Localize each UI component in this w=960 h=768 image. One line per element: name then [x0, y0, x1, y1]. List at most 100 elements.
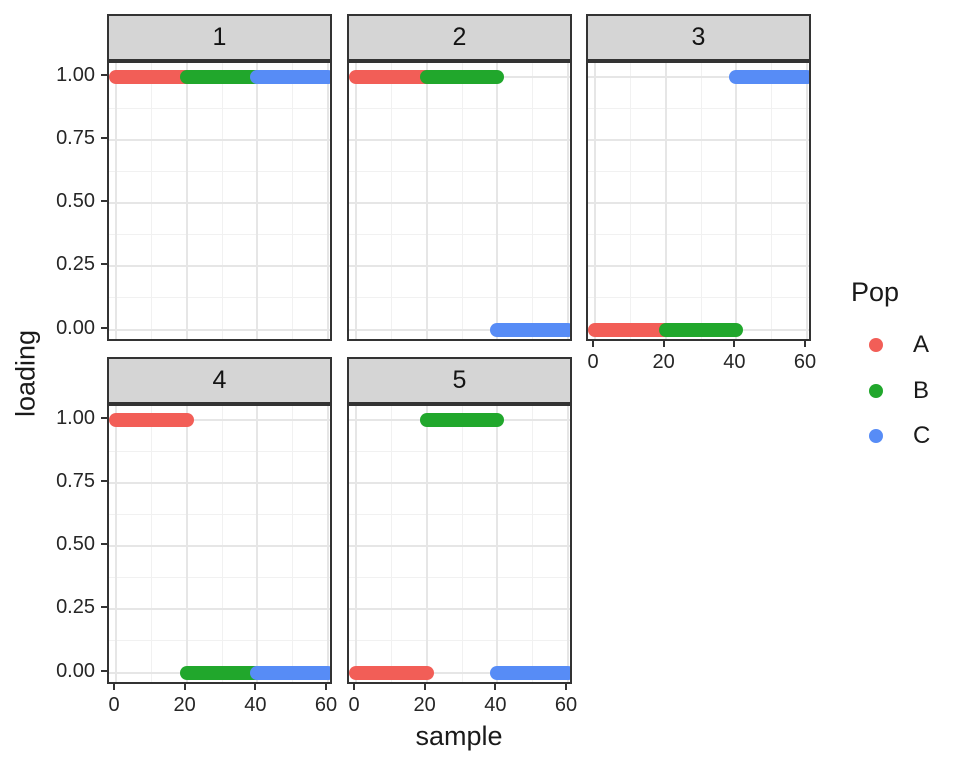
gridline-minor-h: [349, 577, 570, 579]
gridline-major-h: [349, 265, 570, 268]
gridline-minor-h: [349, 234, 570, 236]
x-tick: [113, 684, 115, 690]
y-tick: [101, 416, 107, 419]
gridline-major-v: [664, 63, 667, 339]
gridline-major-v: [496, 63, 499, 339]
gridline-major-v: [256, 406, 259, 682]
x-tick-label: 20: [173, 694, 196, 716]
gridline-minor-h: [109, 577, 330, 579]
points-run-pop-C: [250, 665, 330, 680]
facet-panel: [107, 404, 332, 684]
gridline-major-v: [185, 406, 188, 682]
x-tick-label: 60: [793, 351, 817, 373]
gridline-minor-h: [109, 640, 330, 642]
y-tick-label: 0.25: [56, 596, 95, 619]
gridline-major-h: [109, 138, 330, 141]
gridline-major-h: [349, 545, 570, 547]
facet-4: 4 1.00 0.75 0.50 0.25 0.00 0 20 40 60: [56, 357, 337, 715]
x-tick: [494, 684, 497, 690]
gridline-major-h: [349, 608, 570, 611]
facet-panel: [347, 61, 572, 341]
gridline-major-h: [109, 202, 330, 204]
gridline-major-v: [115, 406, 117, 682]
gridline-major-h: [109, 545, 330, 547]
gridline-minor-h: [588, 170, 809, 172]
x-tick: [183, 684, 186, 690]
facet-5: 5 0 20 40 60: [347, 357, 577, 715]
legend-item-A: A: [845, 322, 960, 368]
x-tick: [804, 341, 806, 347]
gridline-minor-h: [109, 297, 330, 299]
legend-dot-B: [869, 383, 883, 398]
y-tick-label: 1.00: [56, 63, 95, 86]
gridline-major-h: [109, 481, 330, 484]
x-tick-label: 20: [413, 694, 436, 716]
legend-title: Pop: [851, 277, 900, 307]
legend-dot-C: [869, 429, 883, 443]
y-tick: [101, 136, 107, 139]
facet-panel: [586, 61, 811, 341]
x-tick-label: 20: [652, 351, 675, 373]
gridline-minor-h: [109, 170, 330, 172]
x-tick: [353, 684, 355, 690]
x-tick-label: 60: [554, 694, 578, 716]
y-tick-label: 1.00: [56, 406, 95, 429]
gridline-major-h: [109, 265, 330, 268]
gridline-major-h: [588, 265, 809, 268]
points-run-pop-C: [250, 69, 330, 84]
legend-label-B: B: [913, 376, 930, 404]
gridline-minor-v: [150, 63, 152, 339]
y-tick: [101, 479, 107, 482]
gridline-minor-h: [588, 107, 809, 109]
x-tick-label: 40: [484, 694, 507, 716]
gridline-minor-h: [349, 513, 570, 515]
gridline-major-h: [349, 328, 570, 331]
gridline-major-v: [425, 406, 428, 682]
x-tick: [565, 684, 567, 690]
gridline-major-h: [349, 138, 570, 141]
x-tick-label: 0: [108, 694, 120, 716]
gridline-major-h: [588, 202, 809, 204]
gridline-major-v: [567, 406, 569, 682]
legend-dot-A: [869, 338, 883, 352]
points-run-pop-B: [419, 69, 505, 84]
facet-strip: 5: [347, 357, 572, 404]
x-tick: [423, 684, 426, 690]
gridline-major-h: [109, 418, 330, 421]
legend-item-C: C: [845, 413, 960, 459]
gridline-major-h: [588, 75, 809, 78]
gridline-minor-v: [390, 406, 392, 682]
gridline-minor-v: [390, 63, 392, 339]
x-tick: [254, 684, 257, 690]
gridline-major-v: [425, 63, 428, 339]
x-tick-label: 0: [587, 351, 599, 373]
gridline-major-v: [496, 406, 499, 682]
gridline-major-v: [806, 63, 808, 339]
points-run-pop-B: [658, 322, 744, 337]
legend-item-B: B: [845, 368, 960, 414]
gridline-major-v: [355, 63, 357, 339]
facet-strip: 3: [586, 14, 811, 61]
points-run-pop-B: [179, 69, 265, 84]
y-tick-label: 0.75: [56, 126, 95, 149]
gridline-minor-v: [532, 63, 534, 339]
y-tick: [101, 263, 107, 266]
x-tick-label: 60: [314, 694, 338, 716]
facet-strip: 2: [347, 14, 572, 61]
facet-panel: [107, 61, 332, 341]
gridline-major-v: [567, 63, 569, 339]
gridline-major-v: [115, 63, 117, 339]
x-tick-label: 40: [723, 351, 746, 373]
facet-2: 2: [347, 14, 572, 341]
x-axis-title: sample: [415, 721, 503, 751]
gridline-major-v: [327, 63, 329, 339]
y-tick-label: 0.75: [56, 469, 95, 492]
x-tick: [592, 341, 594, 347]
facet-3: 3 0 20 40 60: [586, 14, 816, 372]
gridline-major-h: [349, 202, 570, 204]
gridline-major-h: [588, 138, 809, 141]
gridline-minor-h: [349, 170, 570, 172]
gridline-minor-v: [771, 63, 773, 339]
y-tick: [101, 200, 107, 202]
